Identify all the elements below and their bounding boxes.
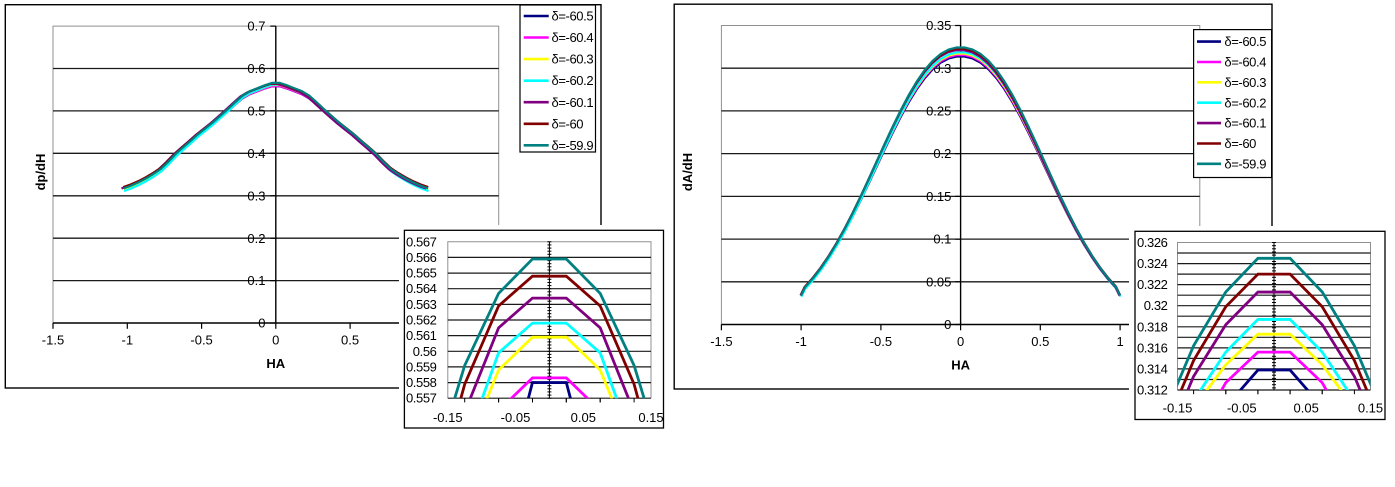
svg-text:0.56: 0.56 <box>413 344 437 359</box>
svg-text:0.15: 0.15 <box>926 189 951 204</box>
svg-text:0.05: 0.05 <box>1294 401 1319 416</box>
svg-text:δ=-60.4: δ=-60.4 <box>1224 55 1266 70</box>
svg-text:0.2: 0.2 <box>247 231 265 246</box>
svg-text:-0.05: -0.05 <box>501 410 531 425</box>
svg-text:0.15: 0.15 <box>638 410 663 425</box>
svg-text:0.561: 0.561 <box>406 328 437 343</box>
svg-text:0.5: 0.5 <box>1031 334 1049 349</box>
svg-text:δ=-60.4: δ=-60.4 <box>552 30 594 45</box>
svg-text:dp/dH: dp/dH <box>33 154 48 191</box>
svg-text:δ=-59.9: δ=-59.9 <box>552 138 594 153</box>
svg-text:0.5: 0.5 <box>341 333 359 348</box>
svg-text:0.05: 0.05 <box>571 410 596 425</box>
svg-text:0.318: 0.318 <box>1137 319 1168 334</box>
svg-text:0.32: 0.32 <box>1144 298 1168 313</box>
svg-text:0.4: 0.4 <box>247 146 265 161</box>
svg-text:0.558: 0.558 <box>406 375 437 390</box>
svg-text:0.326: 0.326 <box>1137 235 1168 250</box>
svg-text:0: 0 <box>272 333 279 348</box>
svg-text:0.2: 0.2 <box>933 146 951 161</box>
svg-text:δ=-60.2: δ=-60.2 <box>1224 95 1266 110</box>
svg-text:0.565: 0.565 <box>406 266 437 281</box>
svg-text:0: 0 <box>944 317 951 332</box>
svg-text:0.6: 0.6 <box>247 61 265 76</box>
svg-text:-1: -1 <box>795 334 807 349</box>
svg-text:0.3: 0.3 <box>247 188 265 203</box>
svg-text:0.314: 0.314 <box>1137 361 1168 376</box>
svg-text:δ=-59.9: δ=-59.9 <box>1224 156 1266 171</box>
svg-text:δ=-60.1: δ=-60.1 <box>552 95 594 110</box>
svg-text:-1.5: -1.5 <box>710 334 732 349</box>
svg-text:0.567: 0.567 <box>406 234 437 249</box>
svg-text:0.312: 0.312 <box>1137 383 1168 398</box>
svg-text:δ=-60.5: δ=-60.5 <box>1224 34 1266 49</box>
svg-text:0.25: 0.25 <box>926 104 951 119</box>
svg-text:0: 0 <box>957 334 964 349</box>
svg-text:0.566: 0.566 <box>406 250 437 265</box>
svg-text:-0.5: -0.5 <box>870 334 892 349</box>
svg-text:δ=-60: δ=-60 <box>552 116 584 131</box>
svg-text:0.05: 0.05 <box>926 274 951 289</box>
svg-text:0.562: 0.562 <box>406 313 437 328</box>
svg-text:0: 0 <box>258 316 265 331</box>
svg-text:δ=-60.3: δ=-60.3 <box>552 52 594 67</box>
svg-text:0.324: 0.324 <box>1137 256 1168 271</box>
svg-text:0.15: 0.15 <box>1358 401 1383 416</box>
svg-text:0.35: 0.35 <box>926 18 951 33</box>
svg-text:-0.5: -0.5 <box>190 333 212 348</box>
svg-text:-1: -1 <box>122 333 134 348</box>
svg-text:-0.15: -0.15 <box>433 410 463 425</box>
svg-text:-0.15: -0.15 <box>1163 401 1193 416</box>
svg-text:δ=-60: δ=-60 <box>1224 136 1256 151</box>
svg-text:0.7: 0.7 <box>247 19 265 34</box>
svg-text:0.559: 0.559 <box>406 359 437 374</box>
svg-text:δ=-60.3: δ=-60.3 <box>1224 75 1266 90</box>
svg-text:0.1: 0.1 <box>933 232 951 247</box>
svg-text:0.557: 0.557 <box>406 391 437 406</box>
svg-text:0.1: 0.1 <box>247 273 265 288</box>
svg-text:dA/dH: dA/dH <box>680 153 695 191</box>
svg-text:δ=-60.5: δ=-60.5 <box>552 9 594 24</box>
svg-text:0.5: 0.5 <box>247 104 265 119</box>
svg-text:HA: HA <box>951 358 970 373</box>
svg-text:0.564: 0.564 <box>406 281 437 296</box>
svg-text:δ=-60.1: δ=-60.1 <box>1224 116 1266 131</box>
svg-text:δ=-60.2: δ=-60.2 <box>552 73 594 88</box>
svg-text:1: 1 <box>1116 334 1123 349</box>
svg-text:-1.5: -1.5 <box>42 333 64 348</box>
svg-text:0.563: 0.563 <box>406 297 437 312</box>
svg-text:-0.05: -0.05 <box>1227 401 1257 416</box>
svg-text:0.322: 0.322 <box>1137 277 1168 292</box>
svg-text:0.316: 0.316 <box>1137 340 1168 355</box>
svg-text:HA: HA <box>266 356 285 371</box>
